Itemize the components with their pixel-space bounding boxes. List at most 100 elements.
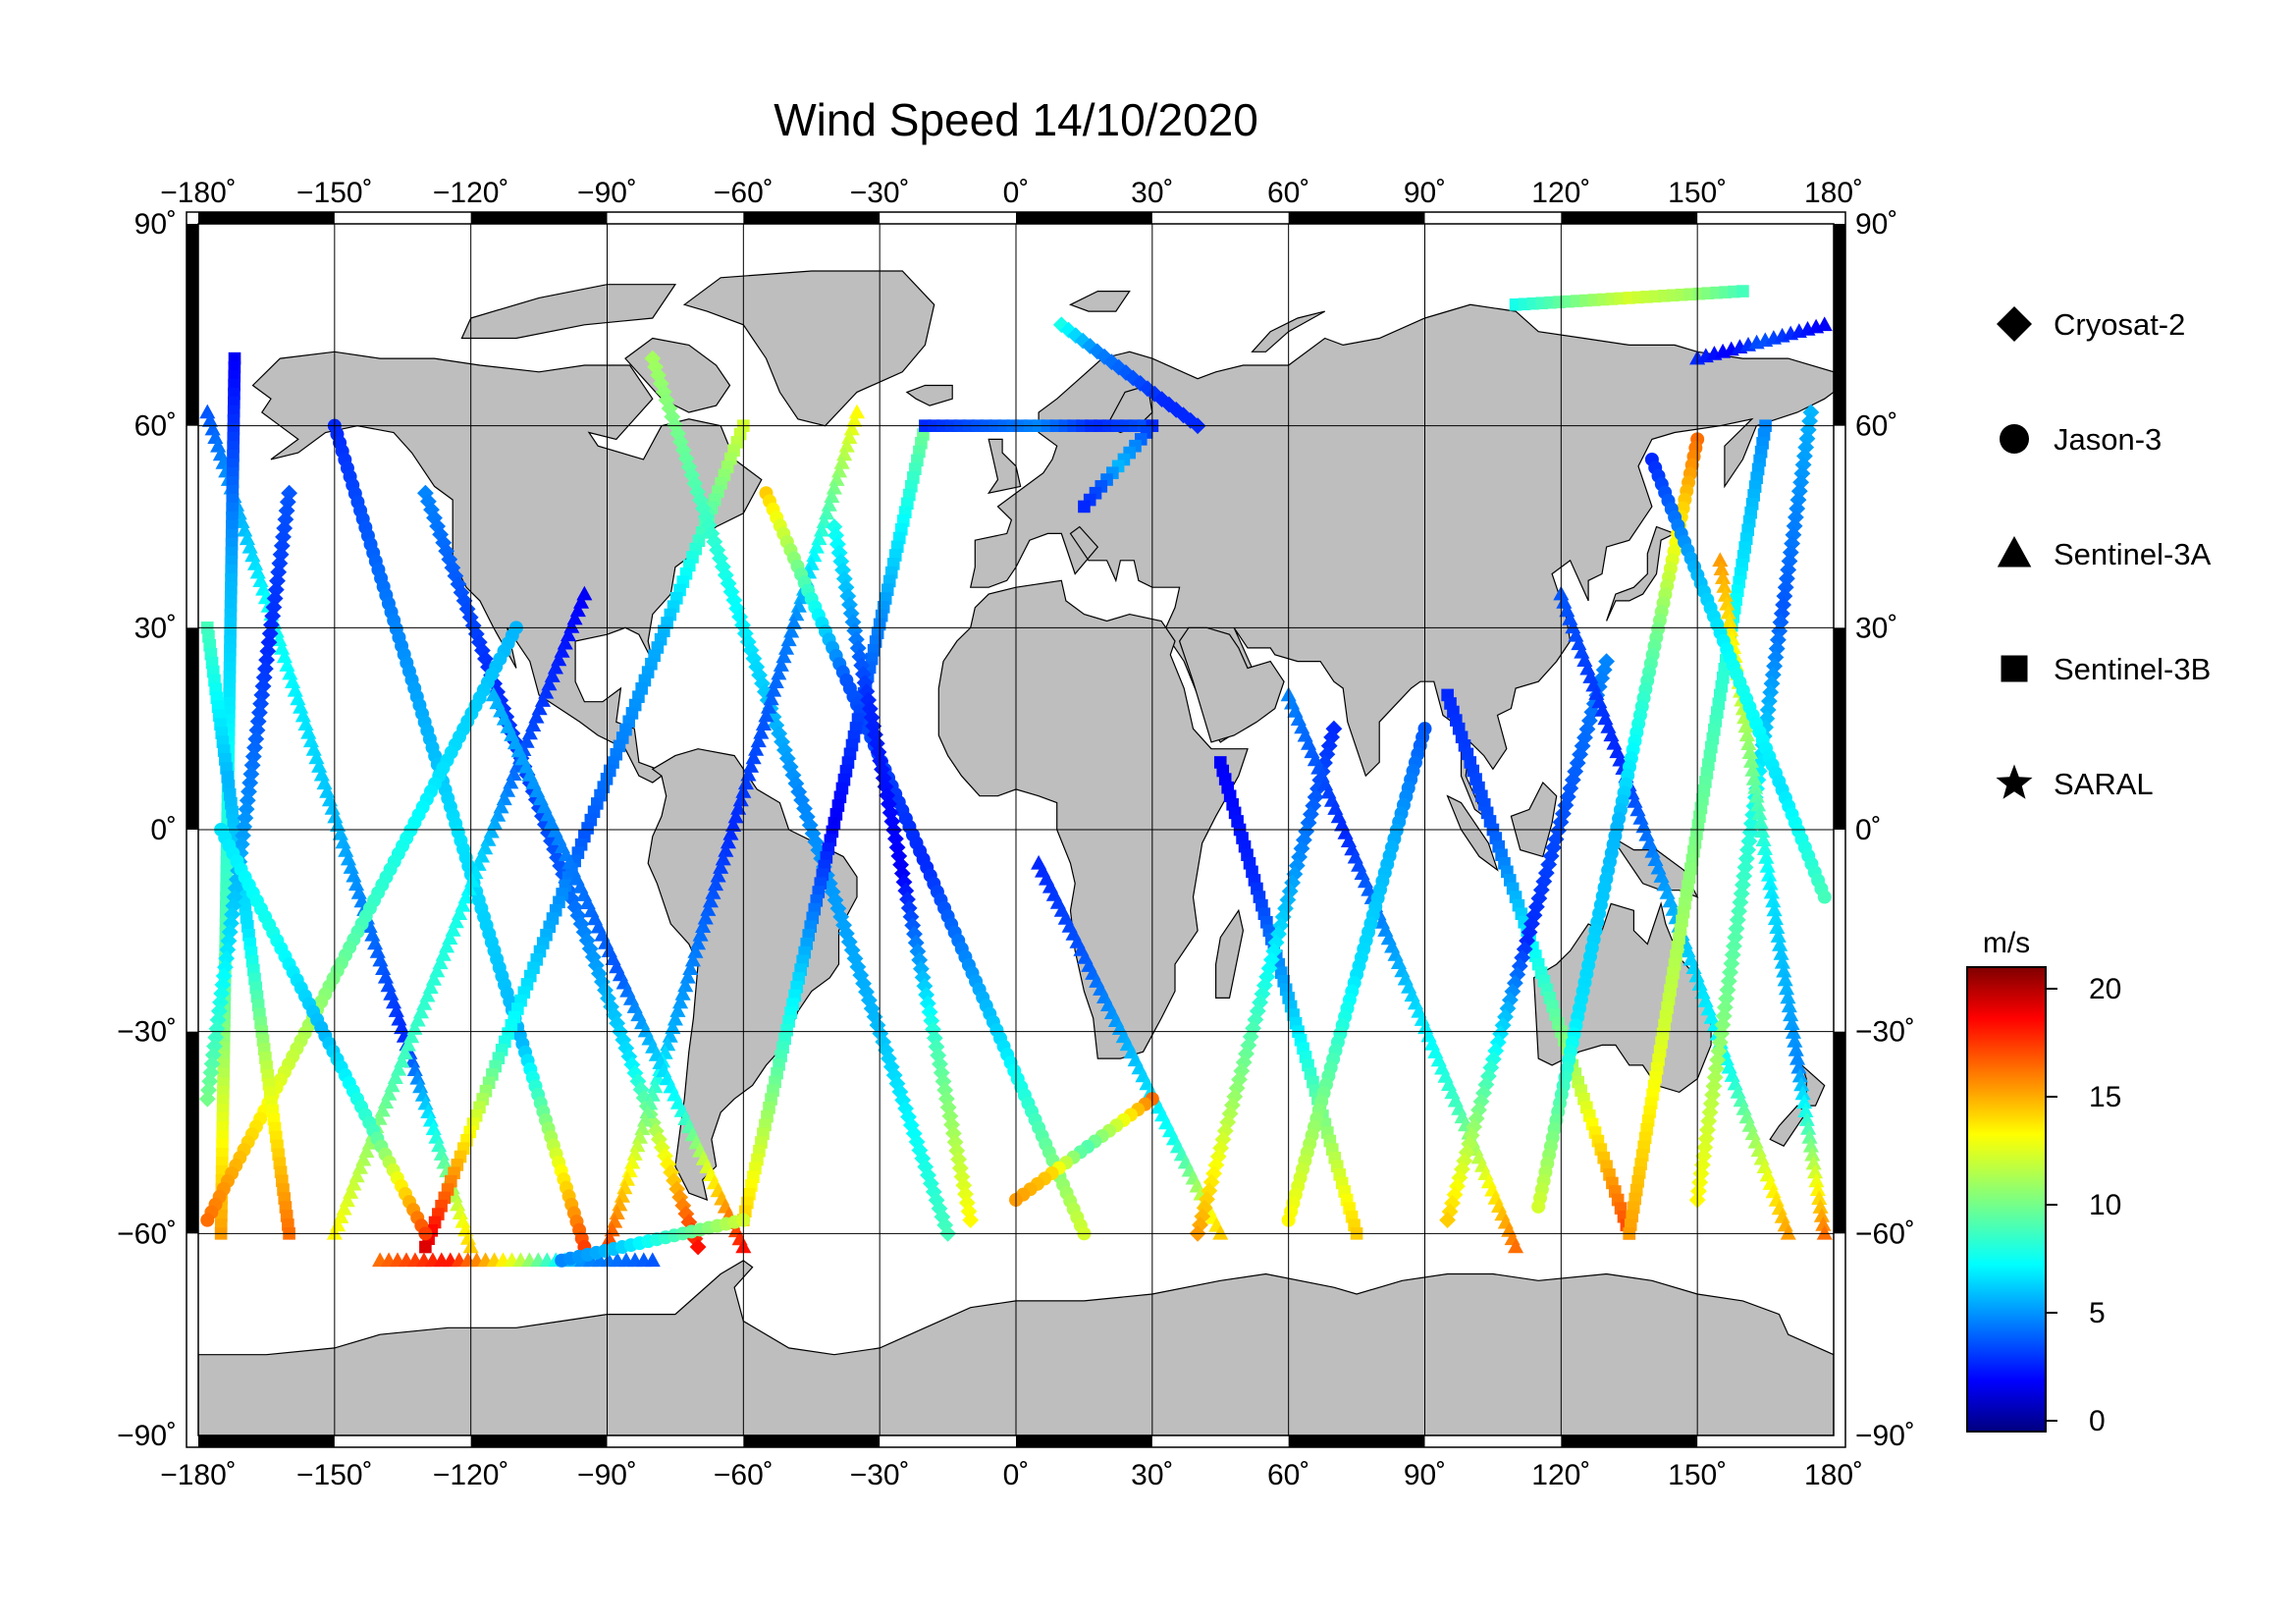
lon-tick-label-bottom: −150˚ (296, 1459, 373, 1491)
track-point (1263, 951, 1280, 968)
legend-item-sentinel-3b: Sentinel-3B (2001, 652, 2211, 686)
frame-bar-bottom (1561, 1435, 1698, 1447)
frame-bar-top (1016, 212, 1152, 224)
track-32 (555, 1213, 751, 1268)
frame-bar-left (187, 1031, 198, 1234)
track-point (313, 766, 330, 782)
track-point (1793, 1076, 1810, 1092)
legend-marker-diamond-icon (1997, 306, 2032, 342)
track-point (202, 1064, 220, 1081)
track-point (831, 462, 848, 478)
track-33 (1509, 285, 1749, 311)
track-point (1521, 924, 1538, 941)
track-point (1286, 865, 1304, 883)
track-point (743, 758, 760, 773)
track-point (1267, 934, 1285, 951)
track-point (1291, 848, 1308, 866)
track-point (209, 1011, 227, 1029)
track-point (708, 876, 724, 892)
track-point (1532, 882, 1550, 898)
track-point (1779, 980, 1795, 996)
track-point (635, 1089, 653, 1107)
track-point (1509, 966, 1526, 983)
track-point (737, 775, 754, 790)
track-point (1802, 1137, 1819, 1153)
lon-tick-label-top: −180˚ (160, 177, 237, 209)
track-point (933, 1064, 950, 1081)
track-point (1815, 1217, 1832, 1231)
track-point (305, 741, 322, 756)
track-point (732, 791, 749, 807)
track-point (1531, 1199, 1546, 1214)
track-point (695, 918, 712, 933)
track-point (1766, 901, 1783, 917)
track-point (1776, 962, 1792, 978)
track-point (200, 1213, 215, 1227)
track-point (925, 1183, 942, 1201)
track-point (1731, 902, 1747, 920)
track-point (1761, 866, 1778, 882)
track-point (1794, 457, 1812, 473)
track-point (1780, 989, 1796, 1004)
land-madagascar (1214, 908, 1245, 1000)
lat-tick-label-right: 60˚ (1855, 410, 1897, 443)
frame-bar-bottom (743, 1435, 881, 1447)
track-point (1288, 857, 1306, 874)
track-point (607, 1213, 623, 1228)
track-point (406, 1061, 423, 1076)
track-28 (485, 686, 752, 1254)
frame-bar-bottom (1288, 1435, 1425, 1447)
legend-label: SARAL (2054, 767, 2154, 801)
lon-tick-label-top: −120˚ (433, 177, 509, 209)
track-point (663, 1163, 679, 1181)
track-point (841, 429, 858, 444)
track-point (1726, 938, 1742, 954)
track-point (1729, 911, 1746, 929)
track-point (426, 510, 443, 526)
track-point (1787, 1033, 1803, 1048)
lon-tick-label-bottom: 150˚ (1668, 1459, 1727, 1491)
track-point (1209, 1148, 1227, 1165)
map-area: −180˚ −180˚ −150˚ −150˚ −120˚ −120˚ −90˚ −90˚ −6… (117, 177, 1915, 1491)
track-point (1557, 796, 1575, 814)
track-point (237, 521, 253, 537)
track-point (1776, 587, 1793, 605)
track-point (1456, 1152, 1473, 1169)
lon-tick-label-top: 150˚ (1668, 177, 1727, 209)
track-point (212, 994, 229, 1011)
track-point (674, 442, 692, 459)
track-point (923, 1175, 939, 1192)
track-point (1790, 1058, 1807, 1074)
track-point (778, 640, 795, 655)
track-point (697, 909, 714, 925)
track-point (1572, 746, 1588, 763)
track-point (1307, 788, 1324, 806)
track-point (1721, 613, 1737, 628)
track-point (383, 986, 400, 1001)
track-point (1779, 569, 1795, 587)
lon-tick-label-top: −30˚ (850, 177, 910, 209)
track-point (819, 505, 835, 520)
track-point (1201, 1182, 1218, 1200)
track-point (1466, 1118, 1482, 1136)
frame-bar-top (470, 212, 608, 224)
track-point (1780, 1224, 1796, 1240)
track-point (766, 681, 782, 697)
land-svalbard (1068, 291, 1131, 312)
legend-item-jason-3: Jason-3 (2000, 422, 2162, 457)
lon-tick-label-top: 30˚ (1131, 177, 1173, 209)
track-point (1740, 833, 1758, 850)
legend-label: Sentinel-3A (2054, 537, 2212, 571)
track-point (938, 1090, 955, 1108)
track-point (335, 834, 351, 849)
colorbar-tick-label: 0 (2089, 1405, 2106, 1437)
track-point (1723, 955, 1740, 972)
track-point (207, 1029, 225, 1046)
track-point (957, 1185, 974, 1203)
track-point (763, 690, 779, 706)
frame-bar-left (187, 224, 198, 426)
lat-tick-label-left: 30˚ (134, 612, 177, 644)
lat-tick-label-left: −30˚ (117, 1016, 177, 1049)
track-point (1226, 1088, 1244, 1106)
track-point (713, 859, 729, 874)
